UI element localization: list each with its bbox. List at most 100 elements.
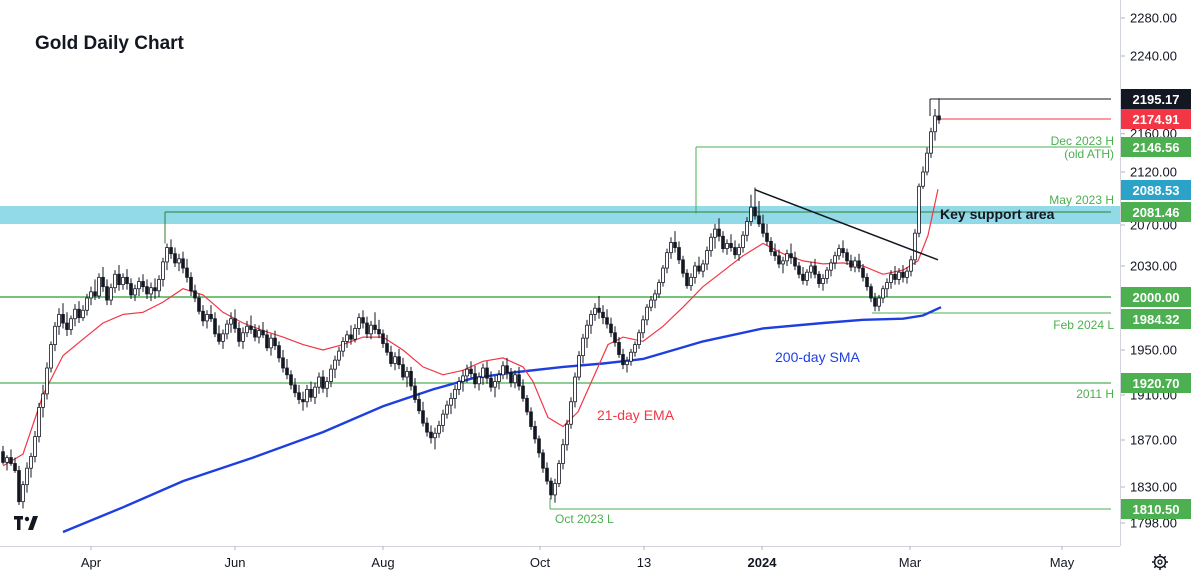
candle-body-down — [533, 426, 537, 440]
candle-body-up — [29, 456, 33, 469]
candle — [309, 381, 313, 402]
candle-body-up — [89, 291, 93, 299]
candle-body-up — [113, 273, 117, 289]
candle — [717, 218, 721, 242]
candle-body-up — [885, 282, 889, 290]
candle — [293, 378, 297, 398]
y-tick-label: 1950.00 — [1130, 343, 1177, 358]
candle — [169, 239, 173, 259]
price-label-text: 2081.46 — [1133, 205, 1180, 220]
candle — [501, 361, 505, 380]
candle-body-down — [17, 470, 21, 503]
candle-body-down — [793, 257, 797, 267]
candle-body-up — [369, 324, 373, 335]
candle — [157, 275, 161, 297]
candle — [657, 279, 661, 299]
tradingview-logo-icon[interactable] — [14, 516, 38, 530]
candle-body-up — [221, 333, 225, 342]
candle-body-down — [473, 373, 477, 385]
candle — [733, 240, 737, 259]
candle — [797, 261, 801, 279]
candle — [517, 366, 521, 391]
candle-body-up — [853, 260, 857, 268]
candle-body-up — [929, 131, 933, 154]
candle — [173, 247, 177, 268]
candle-body-up — [565, 423, 569, 446]
candle-body-down — [189, 276, 193, 292]
candle — [181, 251, 185, 274]
candle — [453, 384, 457, 409]
candle — [73, 304, 77, 327]
candle — [653, 289, 657, 309]
x-axis[interactable]: Apr Jun Aug Oct 13 2024 Mar May — [81, 546, 1075, 570]
candle-body-up — [73, 308, 77, 320]
candle-body-down — [525, 397, 529, 413]
candle-body-down — [101, 276, 105, 288]
candle-body-down — [545, 467, 549, 482]
candle-body-down — [201, 310, 205, 322]
candle — [401, 357, 405, 381]
candle-body-up — [325, 381, 329, 389]
candle-body-down — [849, 260, 853, 268]
candle — [477, 372, 481, 391]
candle — [861, 263, 865, 282]
candle-body-down — [541, 452, 545, 469]
candle — [789, 243, 793, 264]
candle — [229, 312, 233, 333]
price-label-box — [1121, 109, 1191, 129]
candle — [261, 321, 265, 339]
candle-body-down — [261, 330, 265, 336]
candle — [9, 449, 13, 466]
candle — [225, 319, 229, 340]
candle — [141, 274, 145, 292]
candle-body-down — [13, 463, 17, 471]
candle — [281, 350, 285, 373]
price-label-box — [1121, 499, 1191, 519]
candle-body-down — [485, 367, 489, 379]
candle — [33, 431, 37, 463]
candle — [313, 382, 317, 404]
candle — [585, 319, 589, 348]
candle — [373, 312, 377, 334]
candle-body-up — [737, 247, 741, 256]
candle-body-up — [21, 484, 25, 503]
settings-gear-icon[interactable] — [1152, 554, 1168, 570]
level-annotation: Oct 2023 L — [555, 512, 614, 526]
candle-body-down — [397, 356, 401, 366]
candle-body-up — [165, 247, 169, 263]
candle-body-up — [333, 359, 337, 370]
candle — [893, 266, 897, 285]
candle-body-up — [553, 483, 557, 496]
candle — [305, 384, 309, 408]
y-axis[interactable]: 2280.002240.002160.002120.002070.002030.… — [1121, 11, 1177, 531]
candle-body-down — [277, 345, 281, 359]
candle — [381, 329, 385, 348]
candle — [921, 166, 925, 190]
candle — [185, 258, 189, 283]
candle — [617, 337, 621, 358]
candle-body-up — [493, 381, 497, 388]
candle — [885, 278, 889, 297]
candle — [937, 98, 941, 124]
candle-body-up — [497, 374, 501, 382]
candle-body-up — [41, 393, 45, 408]
candle-body-up — [701, 263, 705, 272]
candle-body-up — [645, 306, 649, 321]
candle — [301, 391, 305, 411]
candle-body-up — [909, 259, 913, 272]
candle-body-up — [229, 318, 233, 325]
candle — [557, 459, 561, 487]
candle — [289, 370, 293, 390]
candle — [569, 397, 573, 429]
candle-body-up — [689, 276, 693, 287]
x-tick-label: Aug — [371, 555, 394, 570]
candle — [541, 449, 545, 473]
candle-body-up — [917, 185, 921, 234]
candle — [149, 282, 153, 302]
candle-body-up — [149, 287, 153, 295]
candle — [465, 364, 469, 383]
candle — [437, 420, 441, 438]
candle — [41, 384, 45, 418]
candle-body-up — [657, 282, 661, 295]
candle — [525, 395, 529, 416]
